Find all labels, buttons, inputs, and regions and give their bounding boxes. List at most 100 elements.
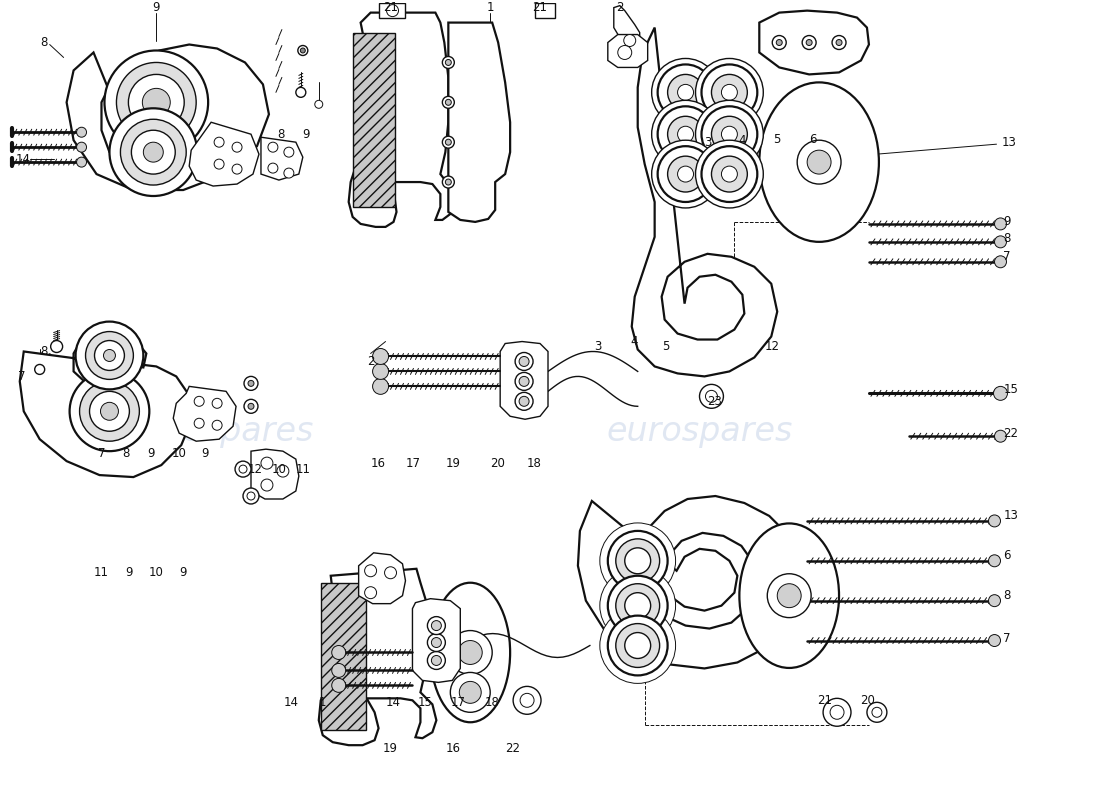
Circle shape [284,147,294,157]
Circle shape [625,593,651,618]
Polygon shape [449,22,510,222]
Circle shape [600,608,675,683]
Circle shape [695,58,763,126]
Text: 3: 3 [594,340,602,353]
Text: 7: 7 [98,446,106,460]
Text: 3: 3 [704,136,712,149]
Circle shape [100,402,119,420]
Text: 12: 12 [764,340,780,353]
Circle shape [702,65,757,120]
Polygon shape [189,122,258,186]
Ellipse shape [759,82,879,242]
Circle shape [431,638,441,647]
Text: 22: 22 [1003,426,1019,440]
Circle shape [431,655,441,666]
Circle shape [625,548,651,574]
Text: 19: 19 [383,742,398,754]
Circle shape [129,74,184,130]
Circle shape [867,702,887,722]
Text: 16: 16 [446,742,461,754]
Text: 17: 17 [406,457,421,470]
Circle shape [989,594,1001,606]
Circle shape [261,479,273,491]
Circle shape [651,140,719,208]
Circle shape [678,84,693,100]
Text: 1: 1 [486,1,494,14]
Circle shape [668,156,704,192]
Text: 6: 6 [1003,550,1011,562]
Text: 2: 2 [616,1,624,14]
Circle shape [519,377,529,386]
Circle shape [332,646,345,659]
Circle shape [232,142,242,152]
Circle shape [446,139,451,145]
Circle shape [332,678,345,692]
Text: 4: 4 [630,335,638,348]
Text: 17: 17 [451,696,465,709]
Circle shape [76,322,143,390]
Text: 21: 21 [532,1,548,14]
Circle shape [51,341,63,353]
Circle shape [373,363,388,379]
Text: 9: 9 [302,128,309,141]
Circle shape [519,357,529,366]
Circle shape [300,48,306,53]
Text: 10: 10 [148,566,164,579]
Circle shape [364,586,376,598]
Circle shape [600,523,675,598]
Circle shape [428,617,446,634]
Circle shape [600,568,675,643]
Circle shape [35,365,45,374]
Text: 8: 8 [40,345,47,358]
Text: 5: 5 [773,133,781,146]
Circle shape [798,140,842,184]
Circle shape [624,34,636,46]
Circle shape [385,566,396,578]
Text: 8: 8 [123,446,130,460]
Circle shape [712,156,747,192]
Text: 9: 9 [153,1,161,14]
Polygon shape [614,6,640,47]
Circle shape [212,420,222,430]
Circle shape [994,430,1006,442]
Polygon shape [578,496,800,669]
Text: 8: 8 [40,36,47,49]
Text: 22: 22 [505,742,519,754]
Polygon shape [174,386,236,441]
Text: 15: 15 [418,696,433,709]
Bar [321,582,365,730]
Text: 23: 23 [707,395,722,408]
Circle shape [513,686,541,714]
Circle shape [702,106,757,162]
Circle shape [212,398,222,408]
Circle shape [678,166,693,182]
Circle shape [872,707,882,718]
Circle shape [778,584,801,608]
Circle shape [239,465,248,473]
Circle shape [722,166,737,182]
Circle shape [431,621,441,630]
Circle shape [989,634,1001,646]
Polygon shape [500,342,548,419]
Polygon shape [319,569,437,745]
Text: 13: 13 [1001,136,1016,149]
Polygon shape [20,334,191,477]
Circle shape [705,390,717,402]
Circle shape [79,382,140,441]
Circle shape [678,126,693,142]
Circle shape [248,380,254,386]
Circle shape [702,146,757,202]
Circle shape [993,386,1008,400]
Circle shape [772,35,786,50]
Circle shape [651,58,719,126]
Circle shape [459,641,482,665]
Text: 7: 7 [1003,250,1011,263]
Circle shape [244,377,258,390]
Circle shape [243,488,258,504]
Polygon shape [412,598,460,682]
Text: 9: 9 [201,446,209,460]
Circle shape [994,256,1006,268]
Polygon shape [67,45,268,190]
Circle shape [446,59,451,66]
Circle shape [235,461,251,477]
